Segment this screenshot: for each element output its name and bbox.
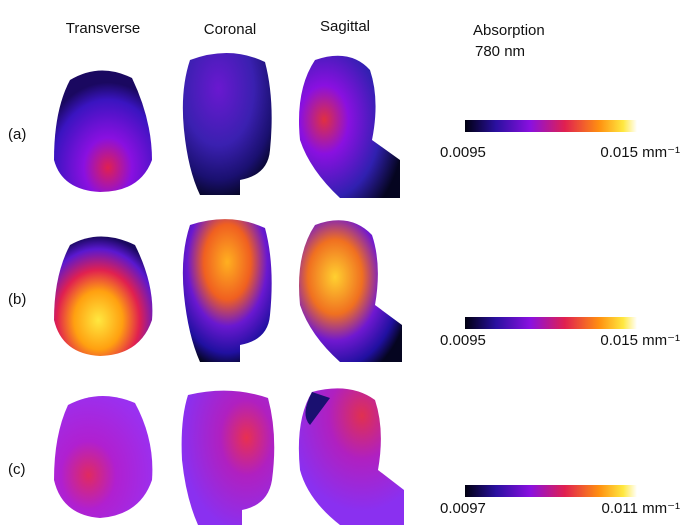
image [299,56,400,198]
colorbar-min: 0.0095 [440,144,486,161]
column-header: Coronal [204,21,257,38]
colorbar [465,317,637,329]
row-label: (a) [8,126,26,143]
image [54,237,152,357]
figure: Transverse Coronal Sagittal Absorption 7… [0,0,683,532]
column-header: Transverse [66,20,140,37]
row-label: (c) [8,461,26,478]
image [183,219,272,362]
colorbar [465,485,637,497]
image [182,391,275,525]
colorbar-max: 0.015 mm⁻¹ [600,144,680,161]
image [54,396,152,518]
colorbar-min: 0.0095 [440,332,486,349]
column-header: Sagittal [320,18,370,35]
row-label: (b) [8,291,26,308]
legend-subtitle: 780 nm [475,43,525,60]
image [299,220,402,362]
image [54,70,152,192]
image [183,53,272,195]
legend-title: Absorption [473,22,545,39]
colorbar-max: 0.011 mm⁻¹ [602,500,681,517]
colorbar-max: 0.015 mm⁻¹ [600,332,680,349]
colorbar-min: 0.0097 [440,500,486,517]
colorbar [465,120,637,132]
